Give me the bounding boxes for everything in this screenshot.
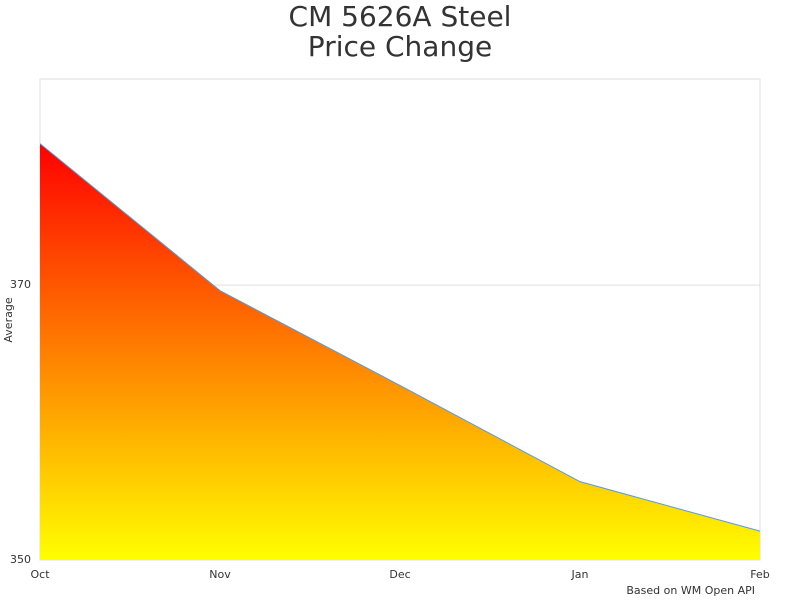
area: [40, 143, 760, 560]
x-tick-label: Jan: [571, 568, 589, 581]
x-tick-label: Oct: [30, 568, 50, 581]
y-tick-label: 370: [10, 278, 31, 291]
line: [39, 143, 761, 532]
chart-title: CM 5626A Steel: [289, 0, 512, 33]
chart-title: Price Change: [308, 30, 492, 63]
x-tick-label: Dec: [389, 568, 410, 581]
x-tick-label: Nov: [209, 568, 231, 581]
x-tick-label: Feb: [750, 568, 769, 581]
y-tick-label: 350: [10, 553, 31, 566]
credits: Based on WM Open API: [626, 584, 755, 597]
y-axis-label: Average: [2, 297, 15, 342]
